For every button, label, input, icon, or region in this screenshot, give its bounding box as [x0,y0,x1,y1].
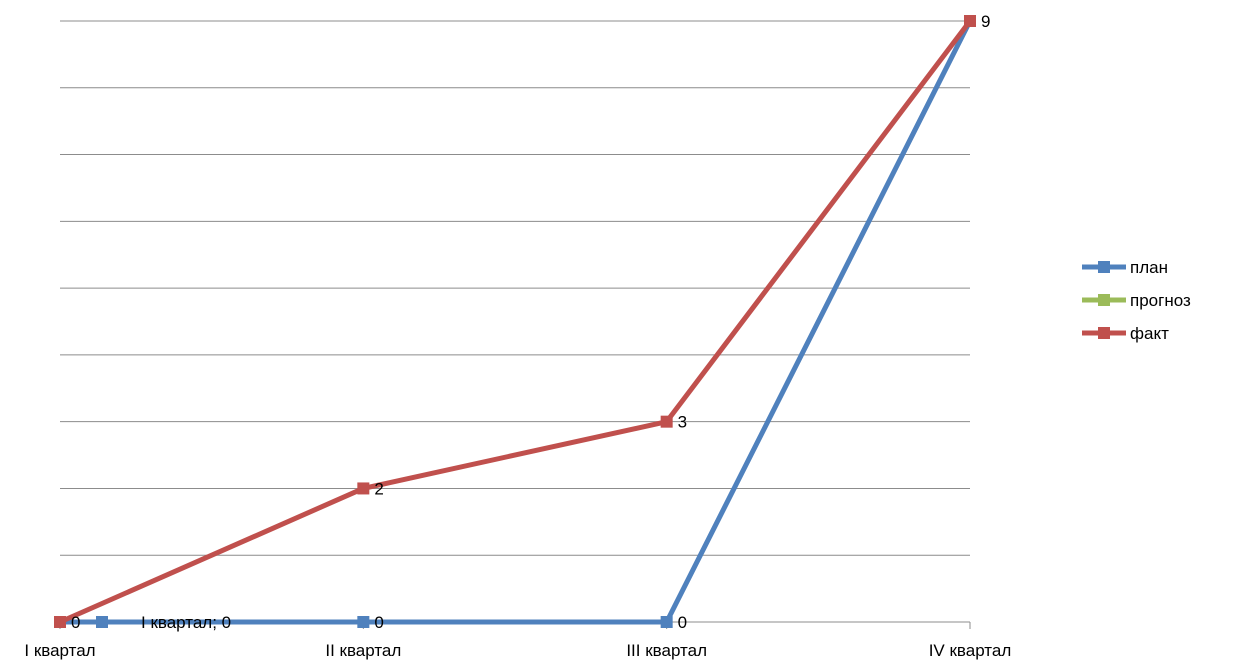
legend-swatch-marker [1098,261,1110,273]
data-point-2-3 [964,15,976,27]
x-tick-label: II квартал [325,641,401,660]
data-labels: 0 0 0 2 3 9 [71,12,990,632]
annotation-label: I квартал; 0 [141,613,231,632]
data-label-2-3: 9 [981,12,990,31]
legend-label: прогноз [1130,291,1191,310]
legend-label: факт [1130,324,1169,343]
legend-label: план [1130,258,1168,277]
legend: план прогноз факт [1082,258,1191,343]
data-label-2-2: 3 [678,413,687,432]
data-point-0-2 [660,616,673,628]
data-point-2-1 [357,482,370,495]
data-point-2-2 [660,415,673,428]
series-line-2 [58,19,972,625]
data-label-2-0: 0 [71,613,80,632]
x-tick-label: I квартал [24,641,95,660]
series-layer [54,15,976,628]
data-label-0-1: 0 [374,613,383,632]
data-label-2-1: 2 [374,479,383,498]
legend-swatch-marker [1098,294,1110,306]
legend-swatch-marker [1098,327,1110,339]
annotation-marker [96,616,108,628]
gridlines [60,20,970,623]
x-tick-label: III квартал [626,641,707,660]
data-point-2-0 [54,616,66,628]
data-label-0-2: 0 [678,613,687,632]
x-axis: I квартал II квартал III квартал IV квартал [24,622,1011,660]
x-tick-label: IV квартал [929,641,1012,660]
annotation-layer: I квартал; 0 [88,613,231,632]
data-point-0-1 [357,616,370,628]
series-line-0 [60,19,973,625]
